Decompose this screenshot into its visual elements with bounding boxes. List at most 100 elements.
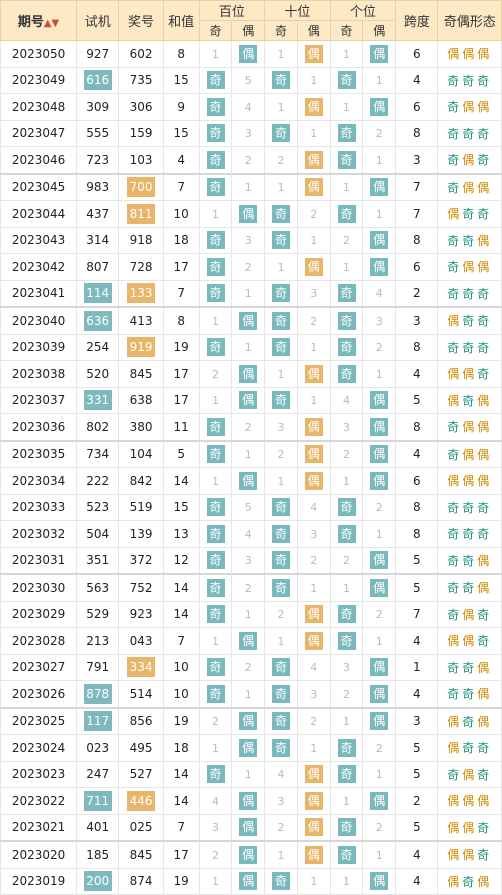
jianghao-cell: 728 xyxy=(118,253,164,281)
even-char: 偶 xyxy=(447,474,463,489)
issue-cell: 2023047 xyxy=(0,119,78,147)
shiji-cell: 983 xyxy=(76,172,120,201)
odd-char: 奇 xyxy=(477,634,493,649)
even-char: 偶 xyxy=(447,848,463,863)
even-char: 偶 xyxy=(462,447,478,462)
g-ou-cell: 1 xyxy=(362,66,397,94)
form-cell: 奇奇奇 xyxy=(437,66,502,94)
b-ji-cell: 奇 xyxy=(198,573,233,602)
table-row: 2023019 200 874 19 1 偶奇 1 1 偶 4 偶奇偶 xyxy=(0,867,502,895)
odd-marker: 奇 xyxy=(272,391,291,410)
hezhi-cell: 7 xyxy=(162,627,200,655)
hezhi-cell: 11 xyxy=(162,413,200,441)
miss-count: 1 xyxy=(375,634,383,648)
miss-count: 1 xyxy=(212,394,220,408)
odd-marker: 奇 xyxy=(337,524,356,543)
jianghao-cell: 856 xyxy=(118,706,164,735)
even-marker: 偶 xyxy=(370,791,389,810)
b-ji-cell: 奇 xyxy=(198,226,233,254)
sort-arrows-icon[interactable]: ▲▼ xyxy=(43,18,60,29)
s-ji-cell: 奇 xyxy=(264,66,298,94)
odd-char: 奇 xyxy=(462,553,478,568)
table-row: 2023050 927 602 8 1 偶 1 偶 1 偶 6 偶偶偶 xyxy=(0,40,502,68)
miss-count: 1 xyxy=(310,341,318,355)
shiji-value: 555 xyxy=(86,126,110,141)
hezhi-cell: 9 xyxy=(162,93,200,121)
form-value: 奇偶奇 xyxy=(447,153,492,167)
jianghao-value: 919 xyxy=(127,337,156,358)
odd-marker: 奇 xyxy=(206,97,225,116)
odd-char: 奇 xyxy=(477,741,493,756)
g-ou-cell: 偶 xyxy=(362,413,397,441)
miss-count: 1 xyxy=(310,741,318,755)
s-ou-cell: 偶 xyxy=(296,467,331,495)
issue-header[interactable]: 期号▲▼ xyxy=(0,0,78,41)
form-cell: 奇奇偶 xyxy=(437,546,502,575)
issue-cell: 2023033 xyxy=(0,493,78,521)
form-cell: 偶偶奇 xyxy=(437,360,502,388)
kuadu-cell: 4 xyxy=(395,66,439,94)
jianghao-value: 159 xyxy=(129,126,153,141)
jianghao-value: 845 xyxy=(129,847,153,862)
jianghao-value: 811 xyxy=(127,203,156,224)
even-char: 偶 xyxy=(462,848,478,863)
jianghao-value: 103 xyxy=(129,152,153,167)
g-ji-cell: 1 xyxy=(329,93,364,121)
g-ji-cell: 奇 xyxy=(329,600,364,628)
odd-marker: 奇 xyxy=(272,712,291,731)
shiji-value: 185 xyxy=(86,847,110,862)
shiji-cell: 791 xyxy=(76,653,120,681)
g-ou-cell: 偶 xyxy=(362,172,397,201)
s-ou-cell: 偶 xyxy=(296,253,331,281)
even-char: 偶 xyxy=(462,820,478,835)
even-char: 偶 xyxy=(477,420,493,435)
s-ji-cell: 奇 xyxy=(264,226,298,254)
even-char: 偶 xyxy=(477,714,493,729)
shiji-cell: 437 xyxy=(76,200,120,228)
even-char: 偶 xyxy=(462,47,478,62)
even-marker: 偶 xyxy=(304,818,323,837)
jianghao-value: 413 xyxy=(129,313,153,328)
miss-count: 1 xyxy=(277,100,285,114)
miss-count: 2 xyxy=(375,821,383,835)
even-marker: 偶 xyxy=(370,445,389,464)
jianghao-value: 043 xyxy=(129,633,153,648)
miss-count: 1 xyxy=(277,848,285,862)
b-ji-cell: 2 xyxy=(198,840,233,869)
s-ou-cell: 1 xyxy=(296,119,331,147)
shiji-cell: 616 xyxy=(76,66,120,94)
table-row: 2023032 504 139 13 奇 4 奇 3 奇 1 8 奇奇奇 xyxy=(0,520,502,548)
odd-char: 奇 xyxy=(477,340,493,355)
kuadu-cell: 6 xyxy=(395,253,439,281)
s-ji-cell: 1 xyxy=(264,360,298,388)
jianghao-cell: 602 xyxy=(118,40,164,68)
g-ji-cell: 1 xyxy=(329,573,364,602)
b-ji-cell: 奇 xyxy=(198,600,233,628)
miss-count: 1 xyxy=(310,394,318,408)
kuadu-cell: 8 xyxy=(395,333,439,361)
odd-marker: 奇 xyxy=(337,765,356,784)
shiji-cell: 254 xyxy=(76,333,120,361)
odd-char: 奇 xyxy=(447,100,463,115)
table-row: 2023045 983 700 7 奇 1 1 偶 1 偶 7 奇偶偶 xyxy=(0,172,502,201)
shiji-cell: 222 xyxy=(76,467,120,495)
miss-count: 1 xyxy=(310,875,318,889)
g-ji-cell: 1 xyxy=(329,787,364,815)
jianghao-value: 519 xyxy=(129,500,153,515)
shiji-value: 331 xyxy=(83,390,112,411)
even-marker: 偶 xyxy=(239,791,258,810)
issue-cell: 2023029 xyxy=(0,600,78,628)
even-marker: 偶 xyxy=(370,391,389,410)
odd-char: 奇 xyxy=(462,393,478,408)
s-ou-cell: 偶 xyxy=(296,813,331,842)
even-marker: 偶 xyxy=(239,818,258,837)
b-ou-cell: 偶 xyxy=(231,200,266,228)
s-ou-cell: 3 xyxy=(296,520,331,548)
g-ji-cell: 奇 xyxy=(329,306,364,335)
miss-count: 4 xyxy=(277,768,285,782)
odd-char: 奇 xyxy=(477,848,493,863)
jianghao-value: 025 xyxy=(129,820,153,835)
b-ji-cell: 奇 xyxy=(198,119,233,147)
b-ji-cell: 奇 xyxy=(198,680,233,708)
odd-char: 奇 xyxy=(477,314,493,329)
